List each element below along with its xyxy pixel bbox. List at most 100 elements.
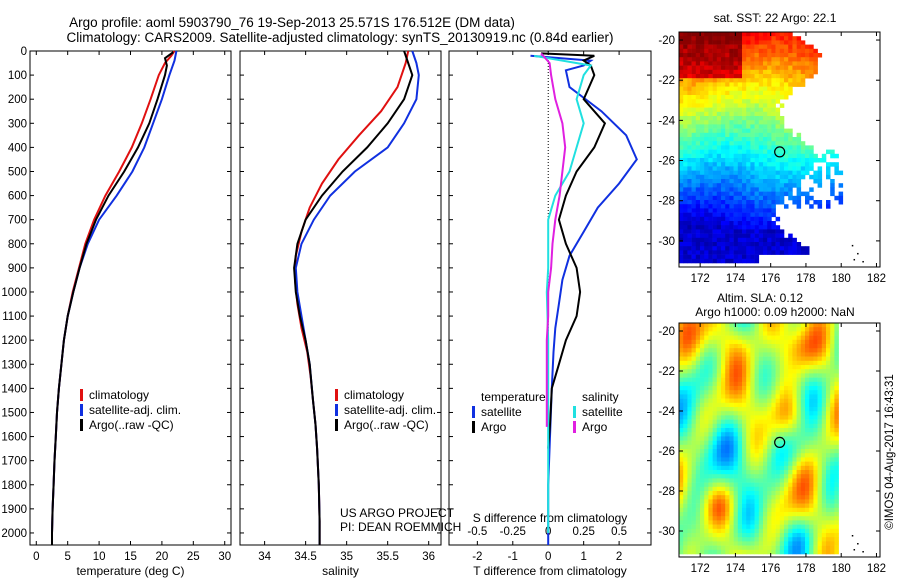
map-cell [775,335,781,341]
map-cell [700,137,705,142]
map-cell [771,436,776,441]
map-cell [763,36,768,41]
map-cell [729,254,734,260]
map-cell [788,512,793,517]
map-cell [754,495,760,500]
map-cell [779,348,785,353]
map-cell [708,132,713,138]
map-cell [712,398,718,404]
map-frame [678,322,881,558]
map-cell [700,440,705,446]
map-cell [679,204,684,209]
map-cell [695,221,701,226]
map-cell [704,465,709,471]
map-cell [813,411,818,416]
map-cell [716,356,722,362]
map-cell [687,212,692,218]
map-cell [746,352,751,357]
map-cell [800,419,806,425]
map-cell [687,541,692,546]
map-cell [746,95,751,100]
map-cell [767,545,772,551]
map-cell [691,419,697,425]
map-cell [813,495,818,500]
map-cell [784,369,789,374]
map-cell [826,323,831,328]
map-cell [821,390,827,395]
map-cell [737,258,743,264]
map-cell [821,153,827,159]
map-cell [716,327,722,332]
map-cell [788,183,793,188]
map-cell [771,369,776,374]
map-cell [737,348,743,353]
map-cell [754,65,760,71]
map-cell [784,503,789,509]
map-cell [679,335,684,341]
map-cell [775,250,781,255]
map-cell [767,120,772,125]
map-cell [729,377,734,383]
map-cell [691,132,697,138]
map-cell [758,141,764,146]
map-cell [817,390,823,395]
map-cell [817,407,823,412]
map-cell [725,356,730,362]
map-cell [708,360,713,366]
map-cell [750,516,755,521]
map-cell [733,394,739,399]
map-cell [704,216,709,222]
map-cell [775,520,781,525]
map-cell [700,478,705,483]
map-cell [758,40,764,45]
map-cell [821,407,827,412]
map-cell [725,61,730,66]
map-cell [695,503,701,509]
map-cell [683,225,688,230]
map-cell [763,478,768,483]
map-cell [729,331,734,336]
map-cell [779,507,785,513]
map-cell [805,339,810,345]
map-cell [729,225,734,230]
map-cell [700,537,705,542]
map-cell [746,411,751,416]
map-cell [792,356,797,362]
map-cell [704,120,709,125]
map-cell [704,250,709,255]
map-cell [817,541,823,546]
map-cell [721,478,726,483]
map-cell [716,128,722,134]
map-cell [746,166,751,171]
map-cell [813,549,818,555]
map-cell [733,516,739,521]
map-cell [716,95,722,100]
map-cell [796,78,802,83]
map-cell [716,377,722,383]
map-cell [691,90,697,96]
map-cell [737,32,743,37]
map-cell [708,495,713,500]
map-cell [683,478,688,483]
map-cell [809,327,814,332]
map-cell [683,512,688,517]
map-cell [716,507,722,513]
map-cell [750,486,755,492]
map-cell [754,141,760,146]
map-cell [737,398,743,404]
map-cell [763,216,768,222]
map-cell [754,153,760,159]
x-tick-label: 0 [545,551,551,563]
map-cell [733,377,739,383]
map-cell [708,415,713,420]
map-cell [708,323,713,328]
map-cell [679,170,684,176]
map-cell [767,348,772,353]
map-cell [830,411,835,416]
map-cell [733,524,739,530]
map-cell [800,482,806,488]
map-cell [796,339,802,345]
map-cell [683,174,688,180]
map-cell [704,242,709,247]
map-cell [733,200,739,205]
